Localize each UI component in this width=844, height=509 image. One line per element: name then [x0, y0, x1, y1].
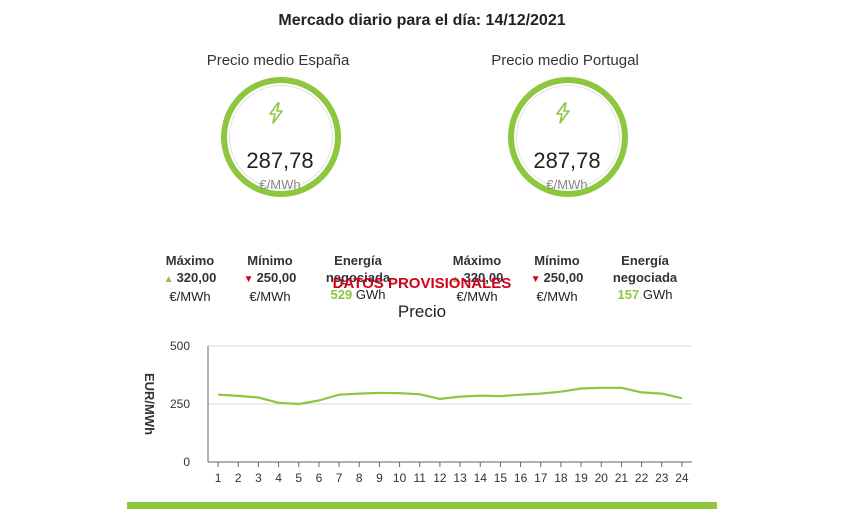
x-tick-label: 3	[255, 471, 262, 485]
x-tick-label: 4	[275, 471, 282, 485]
energy-value: 529	[330, 287, 353, 302]
average-price: 287,78	[246, 148, 314, 173]
max-label: Máximo	[165, 253, 215, 268]
energy-label-1: Energía	[334, 253, 382, 268]
price-gauge: 287,78 €/MWh	[430, 74, 700, 204]
x-tick-label: 11	[414, 471, 427, 485]
energy-unit: GWh	[642, 287, 673, 302]
x-tick-label: 14	[474, 471, 488, 485]
x-tick-label: 9	[376, 471, 383, 485]
max-stat: Máximo ▲ 320,00 €/MWh	[442, 252, 512, 305]
price-gauge: 287,78 €/MWh	[143, 74, 413, 204]
x-tick-label: 13	[453, 471, 467, 485]
x-tick-label: 15	[494, 471, 508, 485]
max-label: Máximo	[452, 253, 502, 268]
min-unit: €/MWh	[249, 289, 291, 304]
max-unit: €/MWh	[456, 289, 498, 304]
x-tick-label: 21	[615, 471, 629, 485]
provisional-notice: DATOS PROVISIONALES	[332, 275, 512, 292]
energy-value: 157	[617, 287, 640, 302]
triangle-down-icon: ▼	[530, 274, 541, 285]
x-tick-label: 16	[514, 471, 528, 485]
max-stat: Máximo ▲ 320,00 €/MWh	[155, 252, 225, 305]
x-tick-label: 24	[675, 471, 689, 485]
min-stat: Mínimo ▼ 250,00 €/MWh	[235, 252, 305, 305]
y-tick-label: 250	[170, 397, 190, 411]
min-value: 250,00	[256, 270, 297, 285]
panel-spain: Precio medio España 287,78 €/MWh Máximo …	[143, 52, 413, 304]
min-stat: Mínimo ▼ 250,00 €/MWh	[522, 252, 592, 305]
triangle-down-icon: ▼	[243, 274, 254, 285]
y-tick-label: 500	[170, 339, 190, 353]
max-value: 320,00	[176, 270, 217, 285]
triangle-up-icon: ▲	[450, 274, 461, 285]
x-tick-label: 5	[295, 471, 302, 485]
lightning-bolt-icon	[556, 102, 570, 124]
x-tick-label: 10	[393, 471, 407, 485]
min-label: Mínimo	[247, 253, 293, 268]
stats-row: Máximo ▲ 320,00 €/MWh Mínimo ▼ 250,00 €/MW…	[143, 252, 413, 322]
x-tick-label: 20	[595, 471, 609, 485]
lightning-bolt-icon	[269, 102, 283, 124]
panel-title: Precio medio Portugal	[491, 52, 639, 69]
min-value: 250,00	[543, 270, 584, 285]
energy-label-1: Energía	[621, 253, 669, 268]
max-unit: €/MWh	[169, 289, 211, 304]
average-price: 287,78	[533, 148, 601, 173]
min-label: Mínimo	[534, 253, 580, 268]
average-price-unit: €/MWh	[259, 177, 301, 192]
energy-unit: GWh	[355, 287, 386, 302]
x-tick-label: 19	[574, 471, 588, 485]
energy-stat: Energía negociada 529 GWh	[315, 252, 401, 303]
x-tick-label: 2	[235, 471, 242, 485]
bottom-accent-bar	[127, 502, 717, 509]
y-axis-label: EUR/MWh	[142, 373, 157, 435]
energy-stat: Energía negociada 157 GWh	[602, 252, 688, 303]
y-tick-label: 0	[183, 455, 190, 469]
x-tick-label: 17	[534, 471, 548, 485]
series-line	[218, 386, 683, 406]
triangle-up-icon: ▲	[163, 274, 174, 285]
max-value: 320,00	[463, 270, 504, 285]
x-tick-label: 12	[433, 471, 447, 485]
x-tick-label: 18	[554, 471, 568, 485]
x-tick-label: 6	[316, 471, 323, 485]
x-tick-label: 7	[336, 471, 343, 485]
stats-row: Máximo ▲ 320,00 €/MWh Mínimo ▼ 250,00 €/MW…	[430, 252, 700, 322]
energy-label-2: negociada	[612, 270, 678, 285]
chart-title: Precio	[397, 302, 447, 321]
average-price-unit: €/MWh	[546, 177, 588, 192]
energy-label-2: negociada	[325, 270, 391, 285]
x-tick-label: 23	[655, 471, 669, 485]
page-title: Mercado diario para el día: 14/12/2021	[278, 12, 566, 29]
x-tick-label: 1	[215, 471, 222, 485]
price-ring-inner	[229, 85, 333, 189]
x-tick-label: 22	[635, 471, 649, 485]
panel-portugal: Precio medio Portugal 287,78 €/MWh Máxim…	[430, 52, 700, 304]
panel-title: Precio medio España	[206, 52, 350, 69]
min-unit: €/MWh	[536, 289, 578, 304]
price-ring-inner	[516, 85, 620, 189]
x-tick-label: 8	[356, 471, 363, 485]
